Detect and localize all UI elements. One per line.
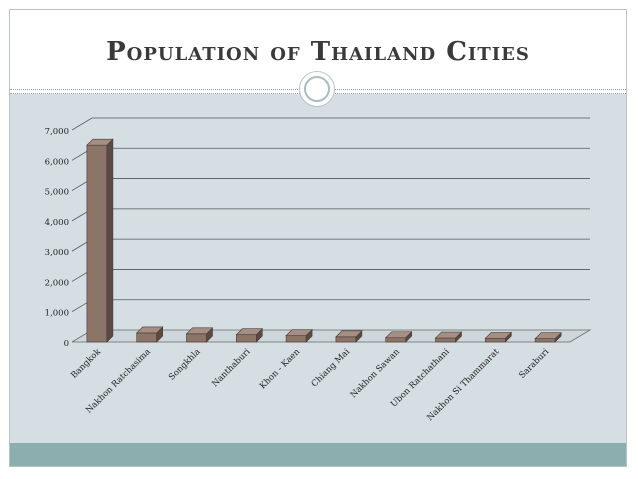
bar-top [185,327,214,335]
bar [285,335,307,343]
y-tick-label: 4,000 [45,218,69,228]
bar-top [484,332,513,339]
y-tick-label: 1,000 [45,309,69,319]
gridline [71,238,590,252]
slide-title: Population of Thailand Cities [106,37,530,67]
bar [435,337,456,343]
x-tick-label: Khon - Kaen [258,347,303,392]
x-tick-label: Nakhon Sawan [349,347,402,400]
gridline [71,208,590,222]
gridline [71,269,590,282]
bar [385,337,407,343]
footer-band [10,443,626,466]
x-tick-label: Songkhla [167,347,203,383]
bar [484,338,506,343]
circle-ornament-icon [299,71,335,107]
bar [86,144,108,343]
bar-side [106,138,114,343]
bar-top [285,329,313,336]
bar-top [384,331,413,339]
gridline [71,178,590,191]
bar [534,338,556,343]
bar [335,336,357,343]
y-tick-label: 7,000 [45,127,69,137]
gridline [71,117,590,131]
x-tick-label: Chiang Mai [310,347,353,390]
y-tick-label: 6,000 [45,157,69,167]
bar-top [434,331,463,339]
x-tick-label: Saraburi [517,347,551,381]
bar-top [135,326,164,334]
bar [136,332,157,343]
y-tick-label: 2,000 [45,278,69,288]
bar-top [534,332,562,339]
x-tick-label: Nanthaburi [210,347,252,389]
y-tick-label: 0 [64,339,69,349]
bar [236,334,257,343]
y-tick-label: 3,000 [45,248,69,258]
bar-top [86,138,114,146]
bar-top [335,330,363,338]
bar [186,333,207,343]
gridline [71,147,590,161]
gridline [71,299,590,313]
bar-top [235,328,264,336]
y-tick-label: 5,000 [45,188,69,198]
x-tick-label: Bangkok [69,346,103,380]
